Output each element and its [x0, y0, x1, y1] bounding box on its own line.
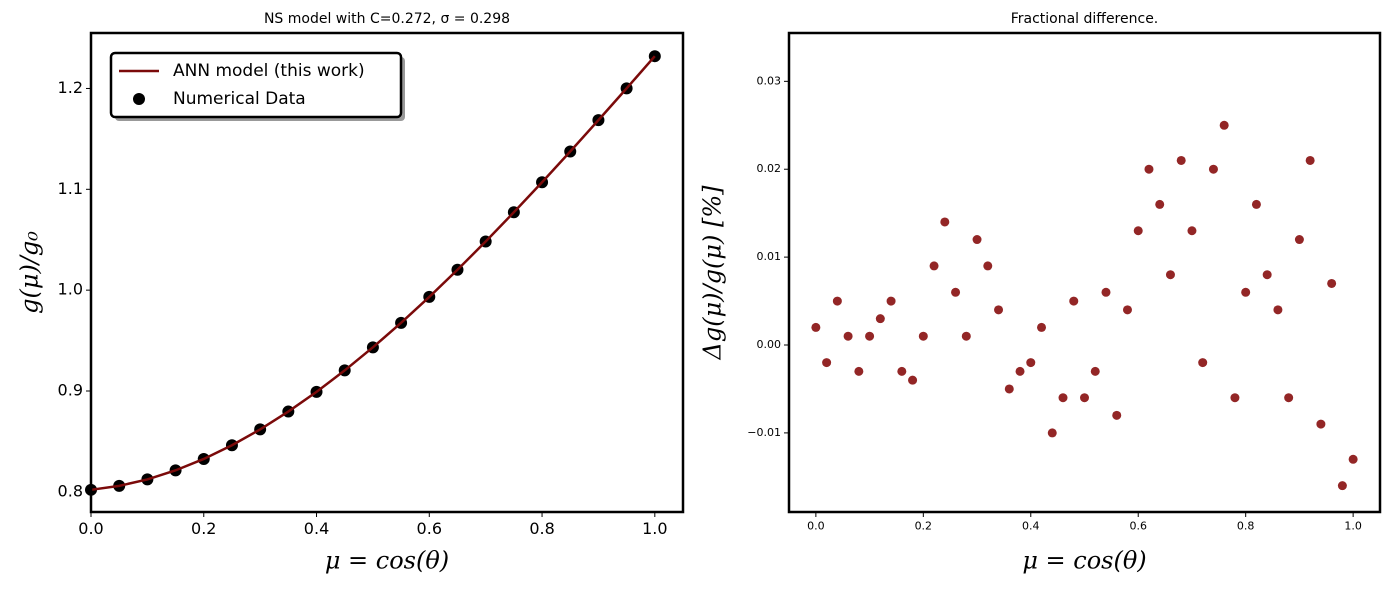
y-tick-label: 0.03	[757, 74, 782, 87]
x-tick-label: 0.6	[417, 519, 442, 538]
x-tick-label: 1.0	[1344, 520, 1362, 533]
y-tick-label: 0.00	[757, 338, 782, 351]
data-point	[1251, 199, 1261, 209]
legend: ANN model (this work) Numerical Data	[109, 51, 405, 121]
data-point	[843, 331, 853, 341]
data-point	[1122, 305, 1132, 315]
legend-marker	[133, 93, 145, 105]
data-point	[1198, 358, 1208, 368]
x-tick-label: 0.0	[78, 519, 103, 538]
data-point	[1337, 481, 1347, 491]
data-point	[972, 235, 982, 245]
y-tick-label: 1.2	[58, 78, 83, 97]
data-point	[1241, 287, 1251, 297]
x-tick-label: 0.8	[529, 519, 554, 538]
x-tick-label: 0.2	[915, 520, 933, 533]
data-point	[1327, 278, 1337, 288]
legend-box	[109, 51, 403, 119]
data-point	[1273, 305, 1283, 315]
data-point	[1015, 366, 1025, 376]
data-point	[940, 217, 950, 227]
data-point	[1348, 454, 1358, 464]
plot-frame	[89, 31, 685, 514]
data-point	[854, 366, 864, 376]
x-tick-label: 0.4	[304, 519, 329, 538]
x-tick-label: 0.2	[191, 519, 216, 538]
data-point	[1230, 393, 1240, 403]
y-tick-label: 0.01	[757, 250, 782, 263]
data-point	[1219, 120, 1229, 130]
y-tick-label: −0.01	[747, 426, 781, 439]
data-point	[865, 331, 875, 341]
data-point	[1026, 358, 1036, 368]
x-axis-label: μ = cos(θ)	[1022, 547, 1146, 575]
y-axis-label: Δg(μ)/g(μ) [%]	[699, 185, 727, 361]
data-point	[1187, 226, 1197, 236]
data-point	[1133, 226, 1143, 236]
data-point	[1262, 270, 1272, 280]
data-point	[1047, 428, 1057, 438]
data-point	[908, 375, 918, 385]
data-point	[811, 322, 821, 332]
data-point	[1080, 393, 1089, 403]
y-tick-label: 1.1	[58, 179, 83, 198]
data-point	[1155, 199, 1165, 209]
x-tick-label: 0.6	[1129, 520, 1147, 533]
y-axis-label: g(μ)/g₀	[16, 231, 44, 314]
data-point	[1090, 366, 1100, 376]
data-point	[994, 305, 1004, 315]
data-point	[1316, 419, 1326, 429]
data-point	[1058, 393, 1068, 403]
y-tick-label: 0.02	[757, 162, 782, 175]
data-point	[1037, 322, 1047, 332]
legend-label: Numerical Data	[173, 89, 306, 109]
data-point	[951, 287, 961, 297]
data-point	[832, 296, 842, 306]
data-point	[875, 314, 885, 324]
data-point	[1144, 164, 1154, 174]
data-line	[90, 55, 656, 492]
x-tick-label: 1.0	[642, 519, 667, 538]
y-tick-label: 0.9	[58, 380, 83, 399]
data-point	[961, 331, 971, 341]
data-point	[1165, 270, 1175, 280]
data-point	[1294, 235, 1304, 245]
chart-title: NS model with C=0.272, σ = 0.298	[264, 11, 510, 27]
data-point	[983, 261, 993, 271]
data-point	[929, 261, 939, 271]
data-point	[1284, 393, 1294, 403]
data-point	[1305, 155, 1315, 165]
data-point	[1101, 287, 1111, 297]
y-tick-label: 0.8	[58, 481, 83, 500]
data-point	[1069, 296, 1079, 306]
data-point	[1112, 410, 1122, 420]
data-point	[897, 366, 907, 376]
plot-frame	[787, 31, 1382, 514]
data-point	[1004, 384, 1014, 394]
data-point	[1208, 164, 1218, 174]
x-tick-label: 0.4	[1022, 520, 1040, 533]
x-tick-label: 0.0	[807, 520, 825, 533]
y-tick-label: 1.0	[58, 280, 83, 299]
x-axis-label: μ = cos(θ)	[325, 547, 449, 575]
chart-title: Fractional difference.	[1011, 11, 1159, 27]
data-point	[918, 331, 928, 341]
data-point	[886, 296, 896, 306]
x-tick-label: 0.8	[1237, 520, 1255, 533]
data-point	[822, 358, 832, 368]
data-point	[1176, 155, 1186, 165]
legend-label: ANN model (this work)	[173, 61, 365, 81]
